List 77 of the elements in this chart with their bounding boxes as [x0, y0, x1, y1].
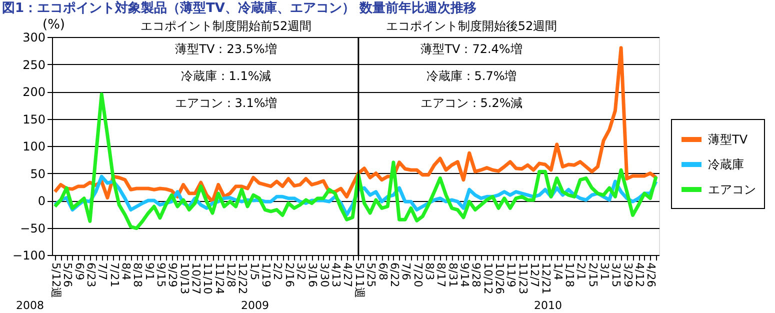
- annotation: 冷蔵庫：1.1%減: [180, 69, 272, 83]
- x-tick-label: 8/18: [131, 262, 144, 288]
- x-tick-label: 6/22: [388, 262, 401, 288]
- x-tick-label: 2/15: [586, 262, 600, 288]
- y-tick-label: 100: [22, 140, 46, 154]
- x-tick-label: 3/2: [294, 262, 308, 280]
- y-tick-label: 150: [22, 112, 46, 126]
- x-tick-label: 5/25: [364, 262, 378, 288]
- legend-label: 冷蔵庫: [708, 158, 744, 172]
- x-tick-label: 1/4: [551, 262, 564, 280]
- x-tick-label: 1/5: [248, 262, 261, 280]
- x-tick-label: 10/26: [492, 262, 506, 294]
- x-tick-label: 7/21: [108, 262, 121, 288]
- text: 2010: [534, 299, 562, 312]
- x-tick-label: 4/13: [330, 262, 343, 288]
- legend-label: 薄型TV: [708, 132, 748, 146]
- text: エコポイント制度開始前52週間: [140, 19, 312, 33]
- x-tick-label: 3/29: [621, 262, 634, 288]
- y-tick-label: 250: [22, 58, 46, 72]
- annotation: エアコン：5.2%減: [420, 96, 523, 110]
- x-tick-label: 2/1: [574, 262, 588, 280]
- annotation: エアコン：3.1%増: [174, 96, 278, 110]
- x-tick-label: 4/26: [644, 262, 658, 288]
- x-tick-label: 9/1: [142, 262, 156, 280]
- x-tick-label: 6/9: [72, 262, 86, 280]
- x-tick-label: 9/14: [458, 262, 471, 288]
- x-tick-label: 12/21: [540, 262, 553, 294]
- x-tick-label: 10/13: [178, 262, 191, 294]
- x-tick-label: 8/4: [119, 262, 132, 280]
- x-tick-label: 8/3: [422, 262, 436, 280]
- x-tick-label: 3/15: [610, 262, 623, 288]
- text: エコポイント制度開始後52週間: [386, 19, 558, 33]
- y-tick-label: 200: [22, 85, 46, 99]
- x-tick-label: 3/30: [318, 262, 331, 288]
- annotation: 薄型TV：23.5%増: [175, 42, 277, 56]
- legend-label: エアコン: [708, 182, 756, 196]
- x-tick-label: 6/8: [376, 262, 390, 280]
- y-tick-label: 50: [30, 166, 46, 181]
- x-tick-label: 12/8: [224, 262, 238, 288]
- annotation: 冷蔵庫：5.7%増: [426, 69, 517, 83]
- x-tick-label: 7/6: [400, 262, 413, 280]
- x-tick-label: 7/20: [411, 262, 424, 288]
- x-tick-label: 1/18: [563, 262, 576, 288]
- x-tick-label: 9/28: [470, 262, 483, 288]
- x-tick-label: 12/7: [528, 262, 542, 288]
- x-tick-label: 11/23: [516, 262, 530, 294]
- x-tick-label: 5/11週: [352, 262, 366, 298]
- y-tick-label: −50: [20, 221, 46, 236]
- x-tick-label: 8/31: [446, 262, 460, 288]
- x-tick-label: 11/10: [201, 262, 214, 294]
- x-tick-label: 6/23: [84, 262, 98, 288]
- x-tick-label: 8/17: [434, 262, 448, 288]
- y-tick-label: 0: [38, 194, 46, 208]
- x-tick-label: 3/16: [306, 262, 320, 288]
- x-tick-label: 10/12: [481, 262, 494, 294]
- x-tick-label: 2/16: [282, 262, 296, 288]
- x-tick-label: 11/24: [212, 262, 226, 294]
- x-tick-label: 5/26: [61, 262, 74, 288]
- text: 2008: [16, 299, 44, 312]
- x-tick-label: 5/12週: [49, 262, 62, 298]
- x-tick-label: 11/9: [504, 262, 518, 288]
- x-tick-label: 9/29: [166, 262, 180, 288]
- annotation: 薄型TV：72.4%増: [420, 42, 522, 56]
- x-tick-label: 4/27: [341, 262, 354, 288]
- y-tick-label: 300: [22, 30, 46, 44]
- y-tick-label: −100: [12, 248, 46, 262]
- x-tick-label: 3/1: [598, 262, 612, 280]
- text: 2009: [241, 299, 269, 312]
- x-tick-label: 2/2: [271, 262, 284, 280]
- x-tick-label: 12/22: [236, 262, 250, 294]
- chart-title: 図1：エコポイント対象製品（薄型TV、冷蔵庫、エアコン） 数量前年比週次推移: [2, 0, 476, 16]
- x-tick-label: 4/12: [633, 262, 646, 288]
- x-tick-label: 1/19: [260, 262, 273, 288]
- x-tick-label: 9/15: [154, 262, 168, 288]
- y-axis-title: (%): [42, 18, 65, 32]
- x-tick-label: 10/27: [189, 262, 202, 294]
- x-tick-label: 7/7: [96, 262, 110, 280]
